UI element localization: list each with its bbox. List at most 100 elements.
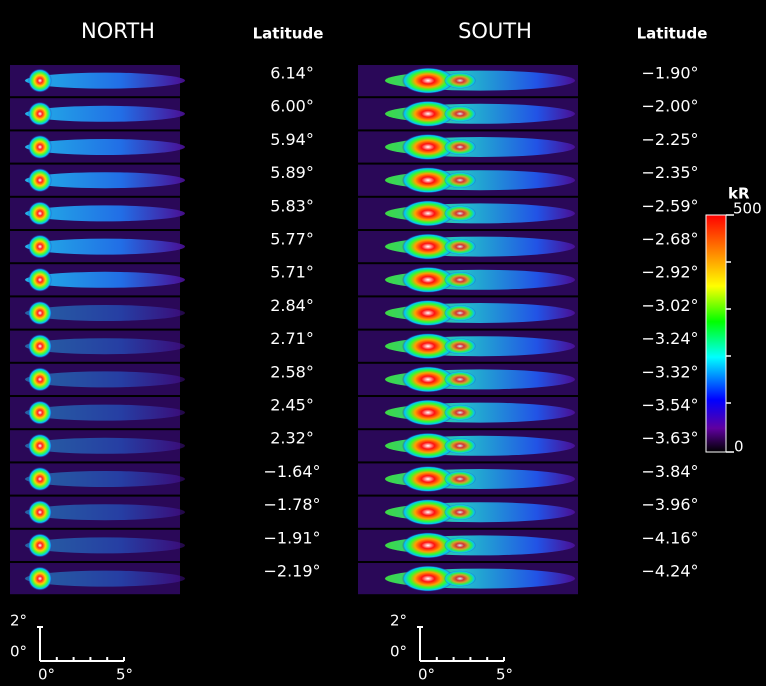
- south-latitude: −2.35°: [641, 163, 698, 182]
- south-aurora-secondary: [444, 570, 476, 587]
- north-tail: [25, 139, 185, 155]
- south-latitude: −3.84°: [641, 462, 698, 481]
- south-aurora-secondary: [444, 105, 476, 122]
- north-latitude: 2.71°: [270, 329, 314, 348]
- south-aurora: [402, 134, 454, 160]
- north-tail: [25, 238, 185, 255]
- north-latitude: 2.84°: [270, 296, 314, 315]
- scale-y-bottom: 0°: [390, 643, 407, 661]
- south-aurora-secondary: [444, 338, 476, 355]
- north-tail: [25, 72, 185, 89]
- south-aurora: [402, 532, 454, 559]
- south-latitude: −3.63°: [641, 429, 698, 448]
- north-tail: [25, 338, 185, 355]
- scale-x-right: 5°: [116, 666, 133, 684]
- south-aurora: [402, 100, 454, 127]
- colorbar-min: 0: [734, 438, 744, 456]
- south-latitude: −1.90°: [641, 64, 698, 83]
- north-tail: [25, 172, 185, 189]
- north-aurora: [28, 500, 52, 525]
- north-aurora: [28, 467, 52, 491]
- south-aurora: [402, 432, 454, 459]
- scale-x-right: 5°: [496, 666, 513, 684]
- south-aurora: [402, 366, 454, 393]
- scale-y-top: 2°: [390, 612, 407, 630]
- north-aurora: [28, 201, 52, 226]
- south-aurora: [402, 565, 454, 592]
- north-latitude: 6.14°: [270, 64, 314, 83]
- north-latitude: 5.77°: [270, 230, 314, 249]
- north-latitude: −1.78°: [263, 495, 320, 514]
- north-tail: [25, 271, 185, 288]
- south-aurora-secondary: [444, 305, 476, 321]
- north-tail: [25, 437, 185, 454]
- north-latitude: 5.89°: [270, 163, 314, 182]
- colorbar-ticks: [726, 214, 734, 453]
- south-aurora-secondary: [444, 271, 476, 288]
- north-tail: [25, 504, 185, 521]
- south-aurora: [402, 67, 454, 94]
- south-latitude: −2.68°: [641, 230, 698, 249]
- north-tail: [25, 105, 185, 122]
- north-latitude: 2.32°: [270, 429, 314, 448]
- south-latitude: −2.25°: [641, 130, 698, 149]
- north-aurora: [28, 400, 52, 425]
- south-latitude: −4.16°: [641, 528, 698, 547]
- north-aurora: [28, 301, 52, 325]
- south-aurora-secondary: [444, 205, 476, 222]
- north-tail: [25, 205, 185, 222]
- north-tail: [25, 305, 185, 321]
- north-latitude-header: Latitude: [253, 25, 324, 43]
- south-latitude-header: Latitude: [637, 25, 708, 43]
- south-latitude: −2.00°: [641, 97, 698, 116]
- south-aurora: [402, 466, 454, 492]
- colorbar-max: 500: [733, 200, 762, 218]
- south-aurora-secondary: [444, 238, 476, 255]
- south-latitude: −2.92°: [641, 263, 698, 282]
- north-tail: [25, 570, 185, 587]
- north-latitude: 5.94°: [270, 130, 314, 149]
- south-latitude: −3.96°: [641, 495, 698, 514]
- north-tail: [25, 471, 185, 487]
- north-latitude: −1.91°: [263, 528, 320, 547]
- south-aurora-secondary: [444, 72, 476, 89]
- north-latitude: 2.58°: [270, 362, 314, 381]
- north-aurora: [28, 433, 52, 458]
- north-aurora: [28, 566, 52, 591]
- south-aurora: [402, 233, 454, 260]
- north-aurora: [28, 135, 52, 159]
- south-aurora: [402, 266, 454, 293]
- south-latitude: −3.24°: [641, 329, 698, 348]
- north-latitude: 6.00°: [270, 97, 314, 116]
- south-title: SOUTH: [458, 19, 532, 43]
- north-aurora: [28, 101, 52, 126]
- north-latitude: 2.45°: [270, 396, 314, 415]
- south-aurora-secondary: [444, 537, 476, 554]
- south-latitude: −3.54°: [641, 396, 698, 415]
- north-aurora: [28, 168, 52, 193]
- south-aurora: [402, 399, 454, 426]
- south-aurora-secondary: [444, 437, 476, 454]
- north-aurora: [28, 533, 52, 558]
- south-aurora: [402, 200, 454, 227]
- north-tail: [25, 371, 185, 388]
- scale-y-bottom: 0°: [10, 643, 27, 661]
- north-aurora: [28, 234, 52, 259]
- north-aurora: [28, 267, 52, 292]
- south-latitude: −3.32°: [641, 362, 698, 381]
- south-aurora: [402, 300, 454, 326]
- south-aurora: [402, 499, 454, 526]
- south-latitude: −2.59°: [641, 196, 698, 215]
- colorbar: [705, 214, 727, 453]
- south-aurora: [402, 167, 454, 194]
- south-aurora-secondary: [444, 504, 476, 521]
- north-latitude: −2.19°: [263, 562, 320, 581]
- south-aurora-secondary: [444, 139, 476, 155]
- scale-y-top: 2°: [10, 612, 27, 630]
- north-title: NORTH: [81, 19, 155, 43]
- north-aurora: [28, 68, 52, 93]
- south-aurora-secondary: [444, 471, 476, 487]
- south-latitude: −4.24°: [641, 562, 698, 581]
